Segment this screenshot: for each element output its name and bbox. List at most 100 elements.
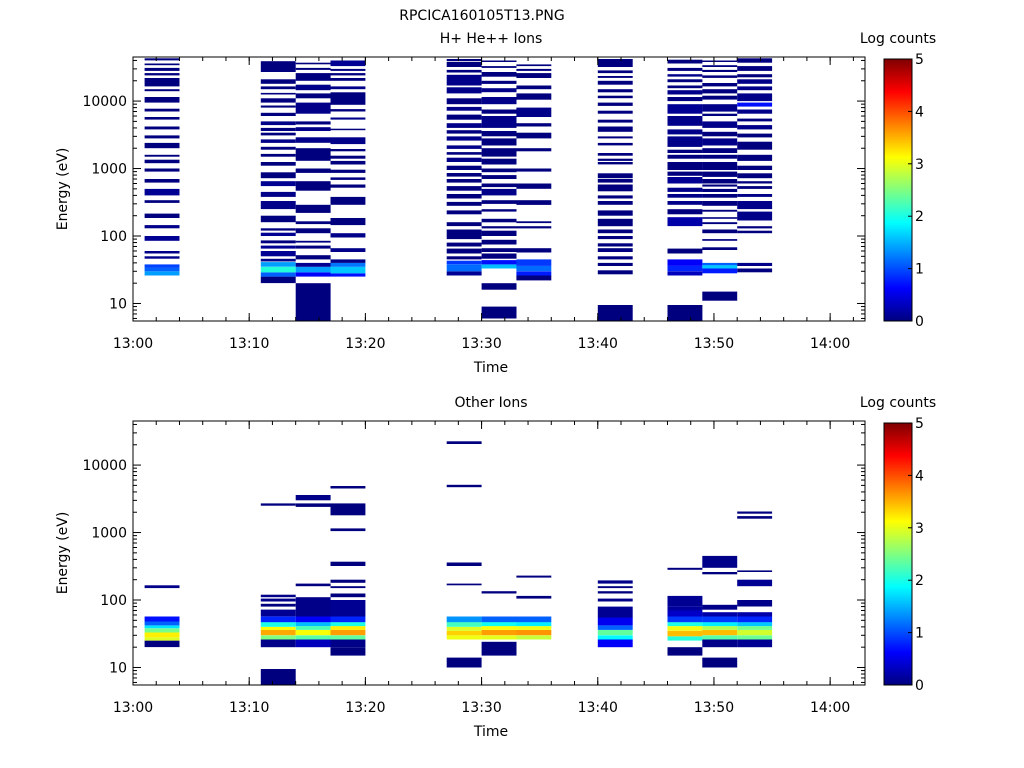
heatmap-cell: [667, 567, 703, 570]
colorbar-tick-label: 2: [915, 573, 924, 589]
heatmap-cell: [597, 70, 633, 74]
heatmap-cell: [260, 609, 296, 617]
heatmap-cell: [702, 171, 738, 177]
x-tick-label: 13:10: [229, 336, 269, 352]
heatmap-cell: [597, 305, 633, 321]
heatmap-cell: [667, 606, 703, 611]
heatmap-cell: [260, 61, 296, 72]
heatmap-cell: [481, 72, 517, 77]
heatmap-cell: [144, 135, 180, 139]
heatmap-cell: [295, 181, 331, 191]
heatmap-cell: [446, 583, 482, 586]
heatmap-cell: [260, 262, 296, 267]
heatmap-cell: [597, 89, 633, 93]
figure-title: RPCICA160105T13.PNG: [399, 8, 564, 24]
heatmap-cell: [702, 113, 738, 116]
heatmap-cell: [481, 591, 517, 594]
heatmap-cell: [667, 610, 703, 617]
heatmap-cell: [295, 262, 331, 267]
heatmap-cell: [702, 121, 738, 128]
heatmap-cell: [144, 108, 180, 112]
x-tick-label: 13:20: [345, 336, 385, 352]
heatmap-cell: [597, 110, 633, 114]
heatmap-cell: [446, 136, 482, 141]
heatmap-cell: [260, 92, 296, 95]
heatmap-cell: [481, 264, 517, 269]
heatmap-cell: [260, 112, 296, 116]
heatmap-cell: [481, 138, 517, 146]
heatmap-cell: [446, 264, 482, 272]
heatmap-cell: [295, 622, 331, 627]
heatmap-cell: [330, 177, 366, 180]
heatmap-cell: [737, 173, 773, 179]
heatmap-cell: [144, 213, 180, 218]
heatmap-cell: [330, 629, 366, 636]
heatmap-cell: [597, 184, 633, 192]
heatmap-cell: [481, 260, 517, 265]
heatmap-cell: [481, 616, 517, 623]
heatmap-cell: [667, 162, 703, 170]
heatmap-cell: [702, 612, 738, 617]
heatmap-cell: [446, 130, 482, 134]
heatmap-cell: [295, 221, 331, 225]
heatmap-cell: [667, 305, 703, 321]
heatmap-cell: [144, 159, 180, 164]
colorbar-label: Log counts: [860, 395, 936, 411]
heatmap-cell: [481, 148, 517, 157]
heatmap-cell: [446, 616, 482, 623]
heatmap-cell: [295, 204, 331, 213]
heatmap-cell: [667, 209, 703, 215]
y-tick-label: 10000: [82, 458, 127, 474]
heatmap-cell: [702, 201, 738, 206]
heatmap-cell: [597, 119, 633, 123]
heatmap-cell: [260, 272, 296, 277]
heatmap-cell: [667, 626, 703, 631]
heatmap-cell: [737, 141, 773, 150]
heatmap-cell: [516, 259, 552, 266]
heatmap-cell: [702, 138, 738, 146]
heatmap-cell: [260, 266, 296, 273]
heatmap-cell: [330, 579, 366, 583]
heatmap-cell: [330, 92, 366, 105]
heatmap-cell: [702, 148, 738, 153]
heatmap-cell: [260, 127, 296, 131]
heatmap-cell: [295, 283, 331, 321]
heatmap-cell: [737, 511, 773, 514]
heatmap-cell: [516, 265, 552, 272]
heatmap-cell: [516, 148, 552, 152]
heatmap-cell: [737, 133, 773, 138]
heatmap-cell: [481, 230, 517, 236]
heatmap-cell: [260, 639, 296, 648]
heatmap-cell: [737, 74, 773, 78]
heatmap-cell: [516, 85, 552, 90]
heatmap-cell: [446, 114, 482, 120]
heatmap-cell: [295, 102, 331, 114]
heatmap-cell: [295, 228, 331, 234]
heatmap-cell: [737, 262, 773, 266]
heatmap-cell: [702, 268, 738, 274]
heatmap-cell: [737, 66, 773, 71]
heatmap-cell: [446, 441, 482, 444]
heatmap-cell: [702, 555, 738, 568]
heatmap-cell: [330, 60, 366, 67]
heatmap-cell: [144, 67, 180, 71]
heatmap-cell: [597, 173, 633, 179]
heatmap-cell: [481, 66, 517, 68]
heatmap-cell: [330, 626, 366, 630]
heatmap-cell: [597, 580, 633, 584]
colorbar-1: 0 1 2 3 4 5 Log counts: [860, 31, 936, 330]
heatmap-cell: [597, 629, 633, 636]
heatmap-cell: [737, 125, 773, 130]
heatmap-cell: [597, 179, 633, 183]
y-axis-label: Energy (eV): [55, 148, 71, 231]
heatmap-cell: [481, 226, 517, 229]
heatmap-cell: [260, 215, 296, 223]
heatmap-cell: [481, 158, 517, 165]
colorbar-tick-label: 1: [915, 262, 924, 278]
heatmap-cell: [702, 572, 738, 575]
heatmap-cell: [295, 616, 331, 623]
heatmap-cell: [260, 616, 296, 623]
heatmap-cell: [702, 239, 738, 241]
heatmap-cell: [330, 109, 366, 112]
heatmap-cell: [667, 59, 703, 64]
